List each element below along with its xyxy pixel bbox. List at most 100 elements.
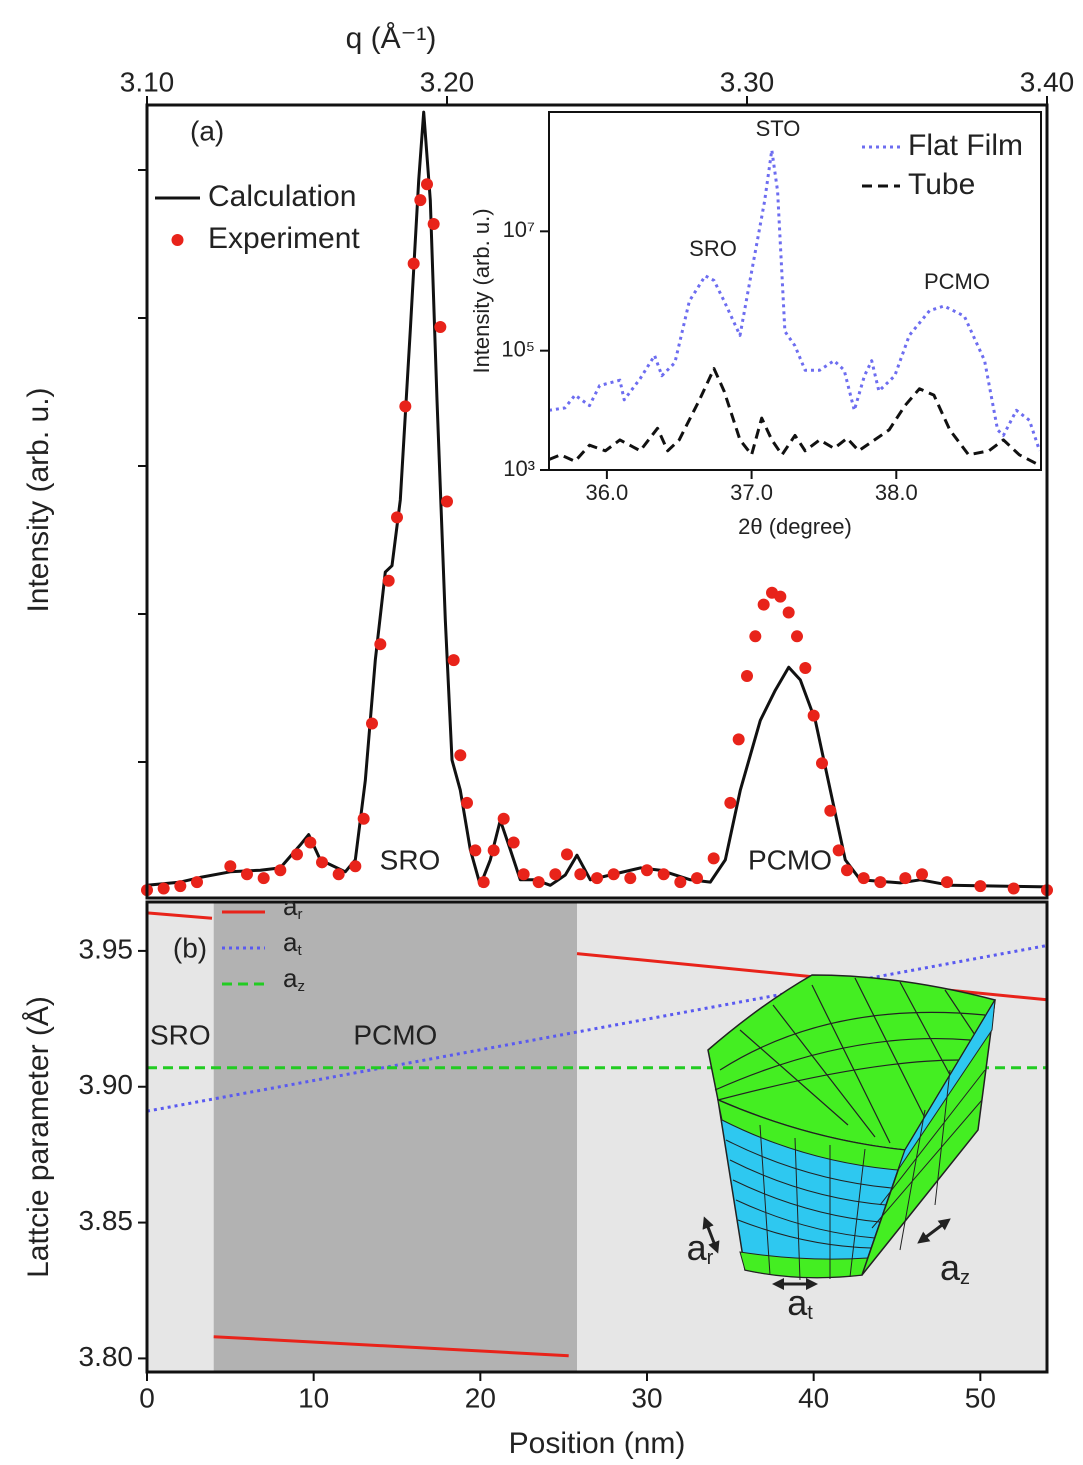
- annotation: (b): [173, 932, 207, 963]
- data-point: [349, 860, 362, 873]
- data-point: [441, 495, 453, 508]
- data-point: [724, 796, 737, 809]
- data-point: [434, 321, 447, 334]
- annotation: SRO: [380, 844, 441, 875]
- data-point: [497, 812, 510, 825]
- data-point: [291, 848, 303, 861]
- data-point: [641, 864, 653, 877]
- data-point: [607, 868, 620, 881]
- data-point: [549, 868, 562, 881]
- data-point: [941, 876, 953, 889]
- data-point: [382, 574, 395, 587]
- data-point: [304, 836, 317, 849]
- data-point: [257, 872, 270, 885]
- y-tick-label: 10⁷: [503, 217, 535, 242]
- data-point: [241, 868, 253, 881]
- data-point: [732, 733, 745, 746]
- y-axis-label: Intensity (arb. u.): [22, 387, 55, 612]
- legend-marker: [171, 234, 184, 246]
- data-point: [517, 868, 530, 881]
- y-tick-label: 10⁵: [501, 336, 535, 361]
- data-point: [224, 860, 237, 873]
- data-point: [507, 836, 520, 849]
- illustration-label: az: [940, 1247, 970, 1290]
- data-point: [157, 882, 170, 895]
- x-tick-label: 10: [298, 1382, 329, 1413]
- data-point: [782, 606, 795, 619]
- inset-background: [549, 112, 1041, 470]
- x2-tick-label: 3.30: [720, 66, 775, 97]
- plot-frame: [145, 103, 1049, 900]
- data-point: [974, 880, 987, 893]
- data-point: [1007, 882, 1020, 895]
- annotation: SRO: [689, 236, 737, 261]
- data-point: [741, 669, 753, 682]
- legend-label: Calculation: [208, 180, 356, 213]
- y-tick-label: 10³: [503, 456, 535, 481]
- x-tick-label: 36.0: [585, 480, 628, 505]
- data-point: [461, 796, 473, 809]
- data-point: [374, 638, 387, 651]
- y-axis-label: Intensity (arb. u.): [469, 208, 494, 373]
- x-tick-label: 20: [465, 1382, 496, 1413]
- legend-label: az: [283, 963, 305, 995]
- data-point: [366, 717, 378, 730]
- data-point: [274, 864, 287, 877]
- annotation: PCMO: [748, 844, 832, 875]
- data-point: [841, 864, 853, 877]
- data-line: [146, 944, 1048, 1113]
- data-point: [816, 757, 828, 770]
- data-point: [749, 630, 762, 643]
- x-tick-label: 50: [965, 1382, 996, 1413]
- data-point: [316, 856, 328, 869]
- plot-frame: [548, 111, 1042, 471]
- region-label: PCMO: [353, 1019, 437, 1050]
- axis-title: q (Å⁻¹): [346, 22, 437, 55]
- data-point: [774, 590, 787, 603]
- tube-illustration: [702, 974, 997, 1290]
- plot-frame: [145, 900, 1049, 1374]
- data-point: [707, 852, 720, 865]
- data-point: [624, 872, 637, 885]
- x-axis-label: 2θ (degree): [738, 514, 852, 539]
- legend-label: at: [283, 927, 302, 959]
- data-point: [799, 662, 812, 675]
- data-point: [469, 844, 482, 857]
- data-point: [454, 749, 467, 762]
- legend-label: ar: [283, 891, 302, 923]
- legend-label: Tube: [908, 168, 975, 201]
- data-point: [391, 511, 403, 524]
- data-point: [421, 178, 433, 191]
- y-tick-label: 3.85: [79, 1205, 134, 1236]
- y-axis-label: Lattcie parameter (Å): [22, 996, 55, 1278]
- data-point: [591, 872, 603, 885]
- y-tick-label: 3.95: [79, 933, 134, 964]
- data-point: [674, 876, 687, 889]
- data-point: [874, 876, 887, 889]
- data-point: [414, 194, 427, 207]
- data-point: [691, 872, 703, 885]
- annotation: (a): [190, 115, 224, 146]
- data-point: [824, 804, 837, 817]
- data-point: [757, 598, 770, 611]
- data-point: [407, 257, 420, 270]
- x-tick-label: 0: [139, 1382, 155, 1413]
- data-point: [357, 812, 370, 825]
- data-point: [916, 868, 928, 881]
- x2-tick-label: 3.40: [1020, 66, 1075, 97]
- data-point: [532, 876, 545, 889]
- data-point: [487, 844, 500, 857]
- y-tick-label: 3.80: [79, 1341, 134, 1372]
- data-point: [427, 217, 440, 230]
- legend-label: Flat Film: [908, 129, 1023, 162]
- data-point: [561, 848, 573, 861]
- data-point: [832, 844, 845, 857]
- region-label: SRO: [150, 1019, 211, 1050]
- data-point: [191, 876, 203, 889]
- data-point: [899, 872, 912, 885]
- data-line: [548, 367, 1041, 467]
- data-point: [399, 400, 412, 413]
- annotation: PCMO: [924, 269, 990, 294]
- x-tick-label: 37.0: [730, 480, 773, 505]
